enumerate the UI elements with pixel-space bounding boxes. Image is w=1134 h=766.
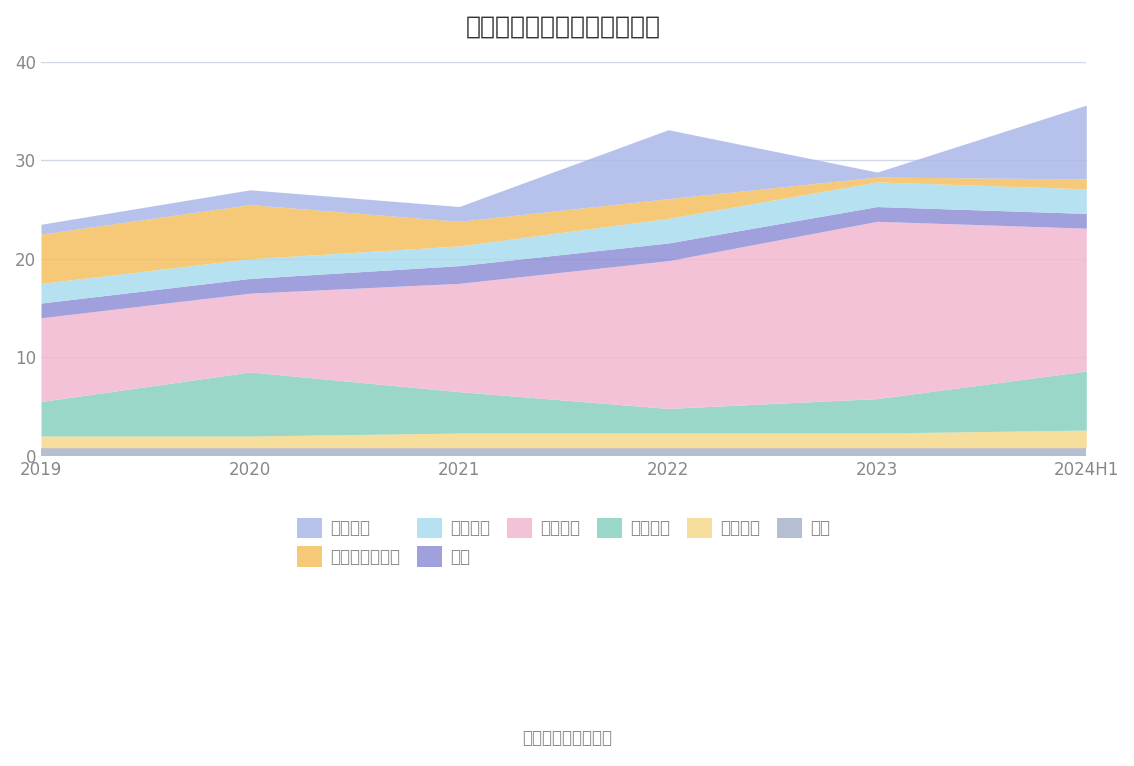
Title: 历年主要资产堆积图（亿元）: 历年主要资产堆积图（亿元） [466,15,661,39]
Text: 数据来源：恒生聚源: 数据来源：恒生聚源 [522,729,612,747]
Legend: 货币资金, 交易性金融资产, 应收账款, 存货, 固定资产, 在建工程, 无形资产, 其它: 货币资金, 交易性金融资产, 应收账款, 存货, 固定资产, 在建工程, 无形资… [290,511,837,574]
